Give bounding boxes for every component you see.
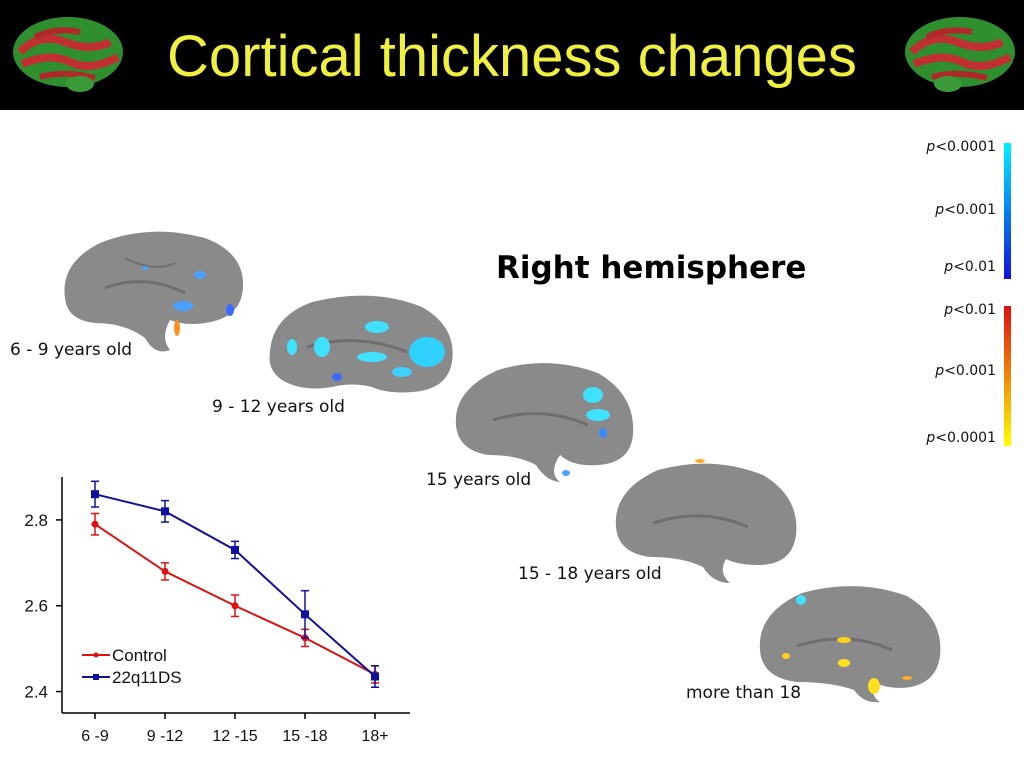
brain-label-6-9: 6 - 9 years old xyxy=(10,340,133,360)
legend-label: 22q11DS xyxy=(112,668,182,687)
scale-label: p<0.001 xyxy=(935,363,996,379)
brain-surface-15 xyxy=(455,363,634,482)
brain-logo-right xyxy=(905,17,1015,92)
y-tick-label: 2.8 xyxy=(24,511,48,530)
x-tick-label: 18+ xyxy=(361,728,388,745)
scale-label: p<0.01 xyxy=(944,302,996,318)
brain-surface-6-9 xyxy=(64,231,244,352)
data-point xyxy=(301,610,309,619)
brain-label-9-12: 9 - 12 years old xyxy=(212,397,345,417)
page-title: Cortical thickness changes xyxy=(167,24,857,89)
thickness-line-chart: 2.4 2.6 2.8 6 -9 9 -12 12 -15 15 -18 18+ Control… xyxy=(24,477,410,745)
x-tick-label: 15 -18 xyxy=(282,728,327,745)
scale-label: p<0.01 xyxy=(944,259,996,275)
legend-marker xyxy=(93,652,99,658)
legend-marker xyxy=(93,674,99,680)
brain-surface-15-18 xyxy=(615,459,797,583)
y-tick-label: 2.6 xyxy=(24,597,48,616)
scale-label: p<0.0001 xyxy=(926,430,996,446)
brain-surface-9-12 xyxy=(269,295,453,393)
data-point xyxy=(371,672,379,681)
data-point xyxy=(231,602,239,610)
scale-label: p<0.0001 xyxy=(926,139,996,155)
hemisphere-label: Right hemisphere xyxy=(496,250,807,286)
data-point xyxy=(91,520,99,528)
brain-label-15: 15 years old xyxy=(426,470,532,490)
scale-label: p<0.001 xyxy=(935,202,996,218)
data-point xyxy=(231,545,239,554)
x-tick-label: 6 -9 xyxy=(81,728,109,745)
y-tick-label: 2.4 xyxy=(24,683,48,702)
data-point xyxy=(161,567,169,575)
title-bar: Cortical thickness changes xyxy=(0,0,1024,110)
red-pvalue-scale: p<0.01 p<0.001 p<0.0001 xyxy=(900,300,1020,450)
x-tick-label: 9 -12 xyxy=(147,728,184,745)
x-tick-label: 12 -15 xyxy=(212,728,257,745)
brain-surface-18-plus xyxy=(759,586,941,703)
blue-pvalue-scale: p<0.0001 p<0.001 p<0.01 xyxy=(900,135,1020,285)
brain-logo-left xyxy=(13,17,123,92)
brain-label-18-plus: more than 18 xyxy=(686,683,802,703)
blue-color-bar xyxy=(1004,143,1011,279)
data-point xyxy=(91,490,99,499)
red-color-bar xyxy=(1004,306,1011,446)
data-point xyxy=(161,507,169,516)
brain-label-15-18: 15 - 18 years old xyxy=(518,564,662,584)
legend-label: Control xyxy=(112,646,167,665)
